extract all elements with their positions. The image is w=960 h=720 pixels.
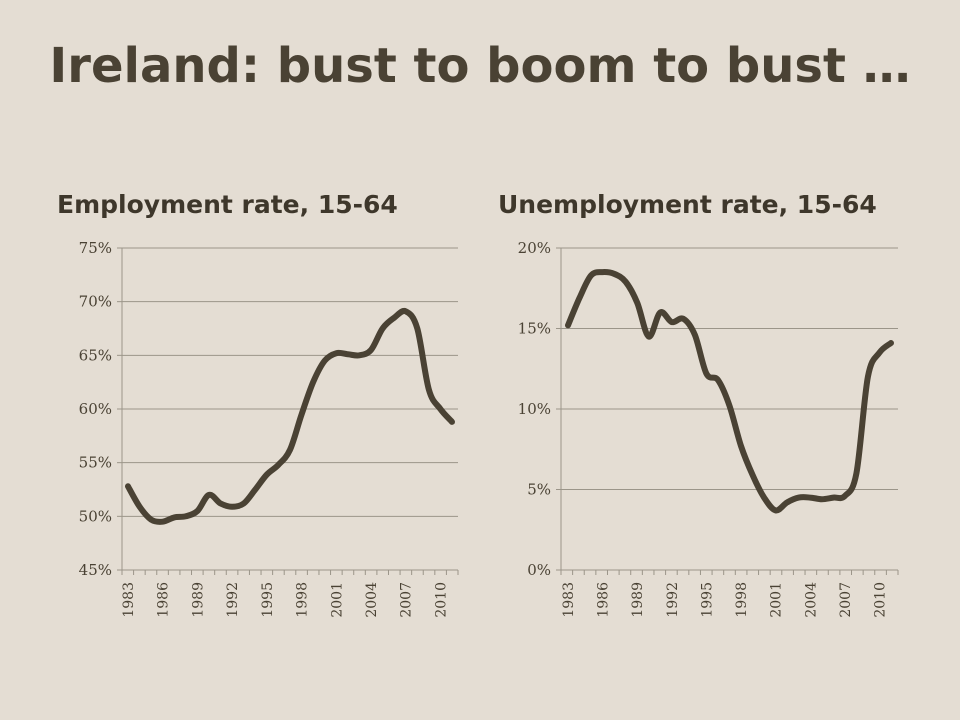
unemployment-x-tick-label: 2010 xyxy=(872,582,888,618)
employment-y-tick-label: 55% xyxy=(79,454,112,472)
unemployment-series-line xyxy=(565,269,894,514)
employment-x-tick-label: 2007 xyxy=(399,582,415,618)
employment-chart-title: Employment rate, 15-64 xyxy=(57,190,398,219)
employment-y-tick-label: 45% xyxy=(79,561,112,579)
employment-y-tick-label: 70% xyxy=(79,293,112,311)
employment-x-tick-label: 2004 xyxy=(364,582,380,618)
employment-x-tick-label: 1998 xyxy=(295,582,311,618)
unemployment-x-tick-label: 1992 xyxy=(665,582,681,618)
employment-chart: 45% 50% 55% 60% 65% 70% 75% 1983 1986 1989 1992 199… xyxy=(79,239,459,618)
employment-x-tick-label: 2001 xyxy=(329,582,345,618)
unemployment-x-tick-label: 1986 xyxy=(596,582,612,618)
unemployment-chart-title: Unemployment rate, 15-64 xyxy=(498,190,877,219)
employment-x-tick-label: 1989 xyxy=(190,582,206,618)
unemployment-x-tick-label: 1983 xyxy=(561,582,577,618)
unemployment-y-tick-label: 5% xyxy=(527,481,551,499)
unemployment-x-tick-label: 1998 xyxy=(734,582,750,618)
unemployment-x-tick-label: 2001 xyxy=(769,582,785,618)
unemployment-x-tick-label: 2007 xyxy=(838,582,854,618)
unemployment-y-tick-label: 20% xyxy=(518,239,551,257)
employment-y-tick-label: 65% xyxy=(79,346,112,364)
unemployment-x-tick-label: 1995 xyxy=(699,582,715,618)
employment-x-tick-label: 1995 xyxy=(260,582,276,618)
unemployment-y-tick-label: 10% xyxy=(518,400,551,418)
unemployment-x-tick-label: 1989 xyxy=(630,582,646,618)
employment-x-tick-label: 1986 xyxy=(156,582,172,618)
slide-title: Ireland: bust to boom to bust … xyxy=(49,38,911,94)
unemployment-y-tick-label: 0% xyxy=(527,561,551,579)
employment-x-tick-label: 1992 xyxy=(225,582,241,618)
unemployment-x-tick-label: 2004 xyxy=(803,582,819,618)
employment-x-tick-label: 1983 xyxy=(121,582,137,618)
unemployment-y-tick-label: 15% xyxy=(518,320,551,338)
employment-y-tick-label: 75% xyxy=(79,239,112,257)
employment-x-tick-label: 2010 xyxy=(433,582,449,618)
employment-y-tick-label: 60% xyxy=(79,400,112,418)
employment-y-tick-label: 50% xyxy=(79,507,112,525)
unemployment-chart: 0% 5% 10% 15% 20% 1983 1986 1989 1992 1995 1998 200… xyxy=(518,239,899,618)
employment-series-line xyxy=(125,307,455,525)
